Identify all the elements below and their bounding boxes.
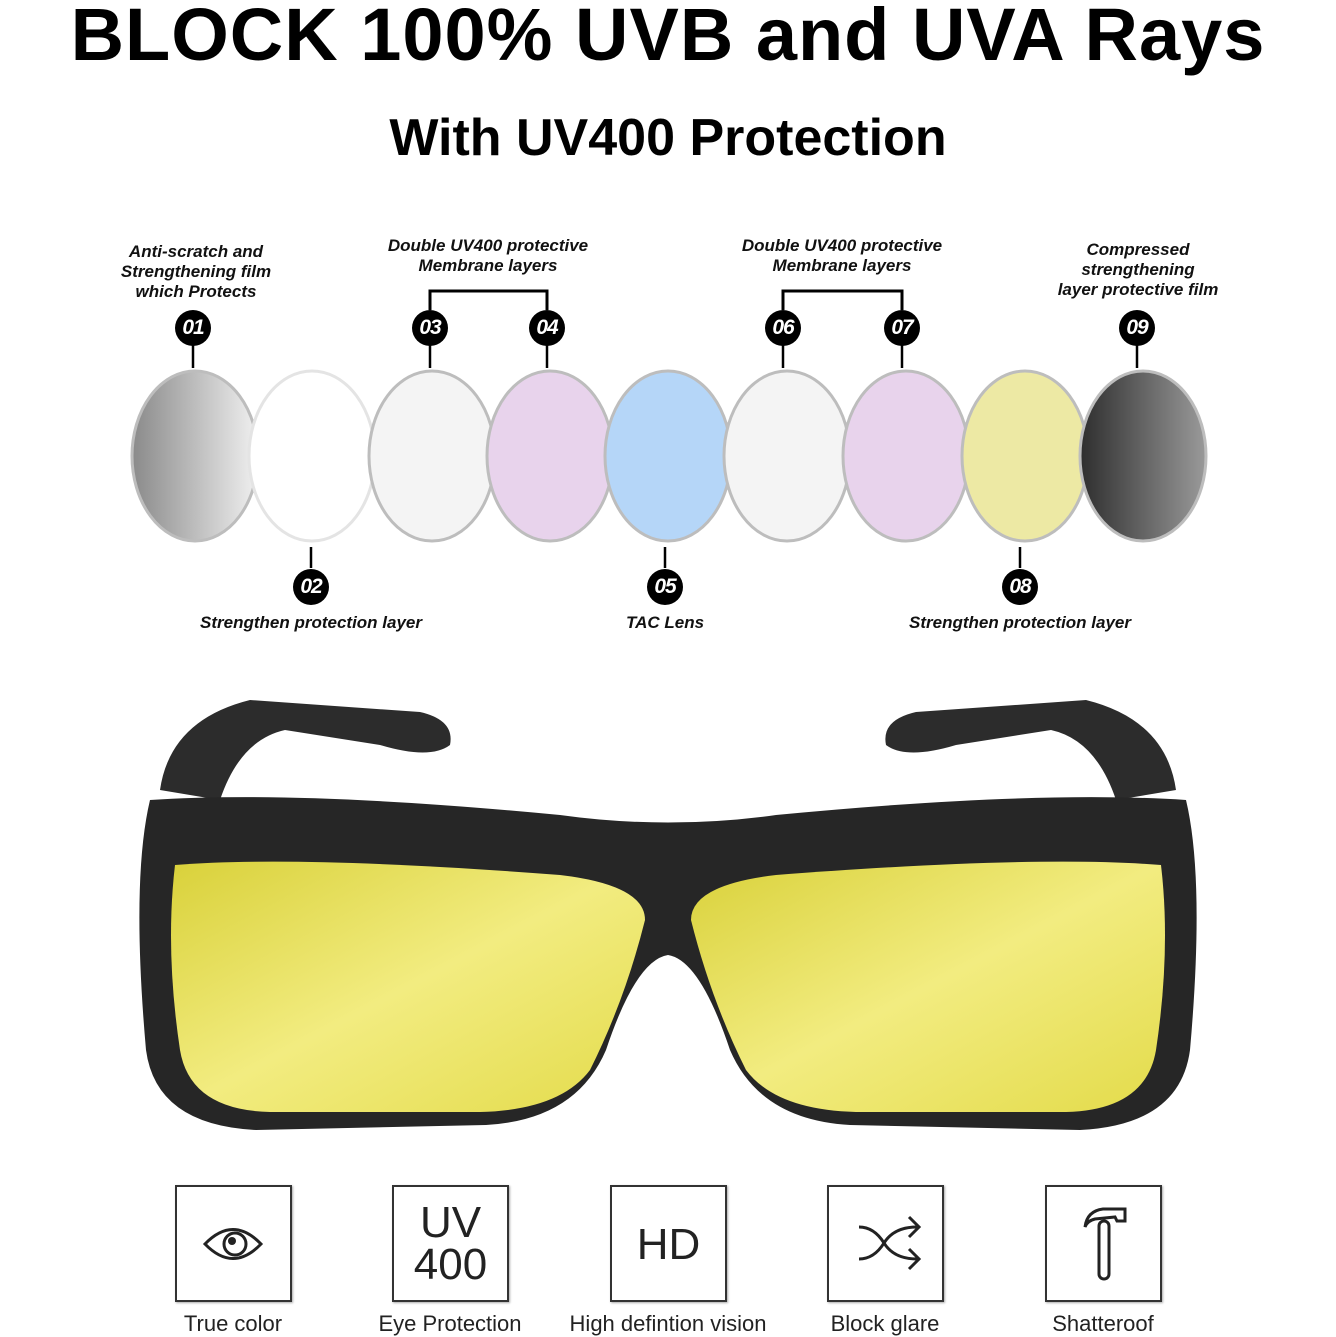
label-layer-05: TAC Lens: [625, 613, 705, 632]
lens-layer-03: [367, 369, 497, 543]
layer-number-badge: 01: [175, 310, 211, 346]
label-layer-01: Anti-scratch and Strengthening film whic…: [120, 242, 272, 301]
feature-eye-protection: UV 400: [392, 1185, 509, 1302]
feature-label: Shatteroof: [1052, 1311, 1154, 1336]
shuffle-arrows-icon: [858, 1215, 922, 1271]
layer-number-badge: 06: [765, 310, 801, 346]
bracket-03-04: [428, 289, 549, 310]
page-subtitle: With UV400 Protection: [389, 109, 947, 167]
label-layers-06-07: Double UV400 protective Membrane layers: [741, 236, 943, 275]
lens-layer-04: [485, 369, 615, 543]
feature-true-color: [175, 1185, 292, 1302]
layer-number-badge: 02: [293, 569, 329, 605]
feature-label: High defintion vision: [569, 1311, 767, 1336]
feature-label: Eye Protection: [378, 1311, 522, 1336]
feature-label: True color: [183, 1311, 283, 1336]
layer-number-badge: 08: [1002, 569, 1038, 605]
label-layer-08: Strengthen protection layer: [909, 613, 1131, 632]
label-layer-02: Strengthen protection layer: [200, 613, 422, 632]
lens-layer-01: [130, 369, 260, 543]
lens-layer-09: [1078, 369, 1208, 543]
feature-hd: HD: [610, 1185, 727, 1302]
eye-icon: [202, 1228, 264, 1260]
feature-label: Block glare: [830, 1311, 940, 1336]
page-title: BLOCK 100% UVB and UVA Rays: [70, 0, 1266, 76]
hd-icon: HD: [636, 1220, 701, 1269]
label-layers-03-04: Double UV400 protective Membrane layers: [387, 236, 589, 275]
uv400-icon-uv: UV: [419, 1198, 482, 1247]
layer-number-badge: 09: [1119, 310, 1155, 346]
lens-layer-02: [247, 369, 377, 543]
layer-number-badge: 04: [529, 310, 565, 346]
lens-layer-08: [960, 369, 1090, 543]
layer-number-badge: 05: [647, 569, 683, 605]
lens-layer-06: [722, 369, 852, 543]
lens-layer-07: [841, 369, 971, 543]
layer-number-badge: 07: [884, 310, 920, 346]
lens-layer-05: [603, 369, 733, 543]
label-layer-09: Compressed strengthening layer protectiv…: [1057, 240, 1219, 299]
feature-shatterproof: [1045, 1185, 1162, 1302]
feature-block-glare: [827, 1185, 944, 1302]
glasses-product-image: [139, 700, 1197, 1130]
bracket-06-07: [781, 289, 904, 310]
uv400-icon-400: 400: [413, 1240, 488, 1289]
hammer-icon: [1083, 1207, 1127, 1281]
layer-number-badge: 03: [412, 310, 448, 346]
